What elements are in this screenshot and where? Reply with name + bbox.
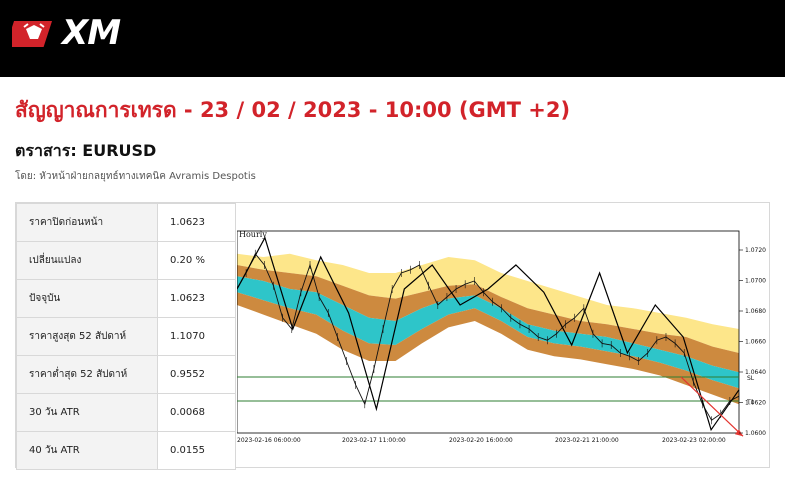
stat-value: 1.0623: [157, 279, 236, 318]
author-line: โดย: หัวหน้าฝ่ายกลยุทธ์ทางเทคนิค Avramis…: [15, 171, 256, 182]
chart-frame: [237, 230, 740, 434]
y-tick-label: 1.0720: [745, 247, 766, 254]
xm-logo[interactable]: XM: [12, 13, 121, 53]
level-label: T1: [746, 399, 755, 406]
stat-value: 0.20 %: [157, 241, 236, 280]
band-yellow: [237, 253, 739, 353]
forecast-arrow: [680, 376, 744, 437]
stats-row: 30 วัน ATR 0.0068: [16, 393, 236, 432]
stat-value: 0.0155: [157, 431, 236, 470]
stat-label: ราคาปิดก่อนหน้า: [16, 203, 158, 242]
stat-label: ปัจจุบัน: [16, 279, 158, 318]
page-title: สัญญาณการเทรด - 23 / 02 / 2023 - 10:00 (…: [15, 98, 571, 122]
y-tick-label: 1.0680: [745, 308, 766, 315]
y-tick-label: 1.0620: [745, 400, 766, 407]
stats-row: ราคาสูงสุด 52 สัปดาห์ 1.1070: [16, 317, 236, 356]
stats-row: 40 วัน ATR 0.0155: [16, 431, 236, 470]
x-tick-label: 2023-02-20 16:00:00: [449, 437, 513, 444]
x-tick-label: 2023-02-21 21:00:00: [555, 437, 619, 444]
stats-row: ปัจจุบัน 1.0623: [16, 279, 236, 318]
x-tick-label: 2023-02-17 11:00:00: [342, 437, 406, 444]
stat-label: 40 วัน ATR: [16, 431, 158, 470]
level-label: SL: [747, 375, 755, 382]
stats-row: ราคาปิดก่อนหน้า 1.0623: [16, 203, 236, 242]
stat-value: 1.0623: [157, 203, 236, 242]
y-tick-label: 1.0600: [745, 430, 766, 437]
band-orange-upper: [237, 265, 739, 373]
stat-label: 30 วัน ATR: [16, 393, 158, 432]
stats-table: ราคาปิดก่อนหน้า 1.0623 เปลี่ยนแปลง 0.20 % ปั…: [16, 203, 236, 470]
y-tick-label: 1.0700: [745, 278, 766, 285]
top-bar: XM: [0, 0, 785, 77]
stat-label: ราคาสูงสุด 52 สัปดาห์: [16, 317, 158, 356]
stats-row: เปลี่ยนแปลง 0.20 %: [16, 241, 236, 280]
instrument-title: ตราสาร: EURUSD: [15, 141, 157, 160]
y-tick-label: 1.0640: [745, 369, 766, 376]
zigzag-line: [237, 236, 740, 432]
price-chart: Hourly SL T1 1.0720 1.0700 1.0680 1.0660 1.064…: [237, 230, 766, 444]
stat-label: เปลี่ยนแปลง: [16, 241, 158, 280]
y-tick-label: 1.0660: [745, 339, 766, 346]
logo-text: XM: [62, 13, 121, 53]
chart-title: Hourly: [239, 230, 267, 239]
stat-label: ราคาต่ำสุด 52 สัปดาห์: [16, 355, 158, 394]
stat-value: 0.0068: [157, 393, 236, 432]
xm-bull-icon: [12, 21, 53, 47]
x-tick-label: 2023-02-16 06:00:00: [237, 437, 301, 444]
signal-panel: ราคาปิดก่อนหน้า 1.0623 เปลี่ยนแปลง 0.20 % ปั…: [15, 202, 770, 470]
x-tick-label: 2023-02-23 02:00:00: [662, 437, 726, 444]
stats-row: ราคาต่ำสุด 52 สัปดาห์ 0.9552: [16, 355, 236, 394]
stat-value: 1.1070: [157, 317, 236, 356]
stat-value: 0.9552: [157, 355, 236, 394]
price-line: [237, 252, 740, 421]
band-orange-lower: [237, 292, 739, 405]
